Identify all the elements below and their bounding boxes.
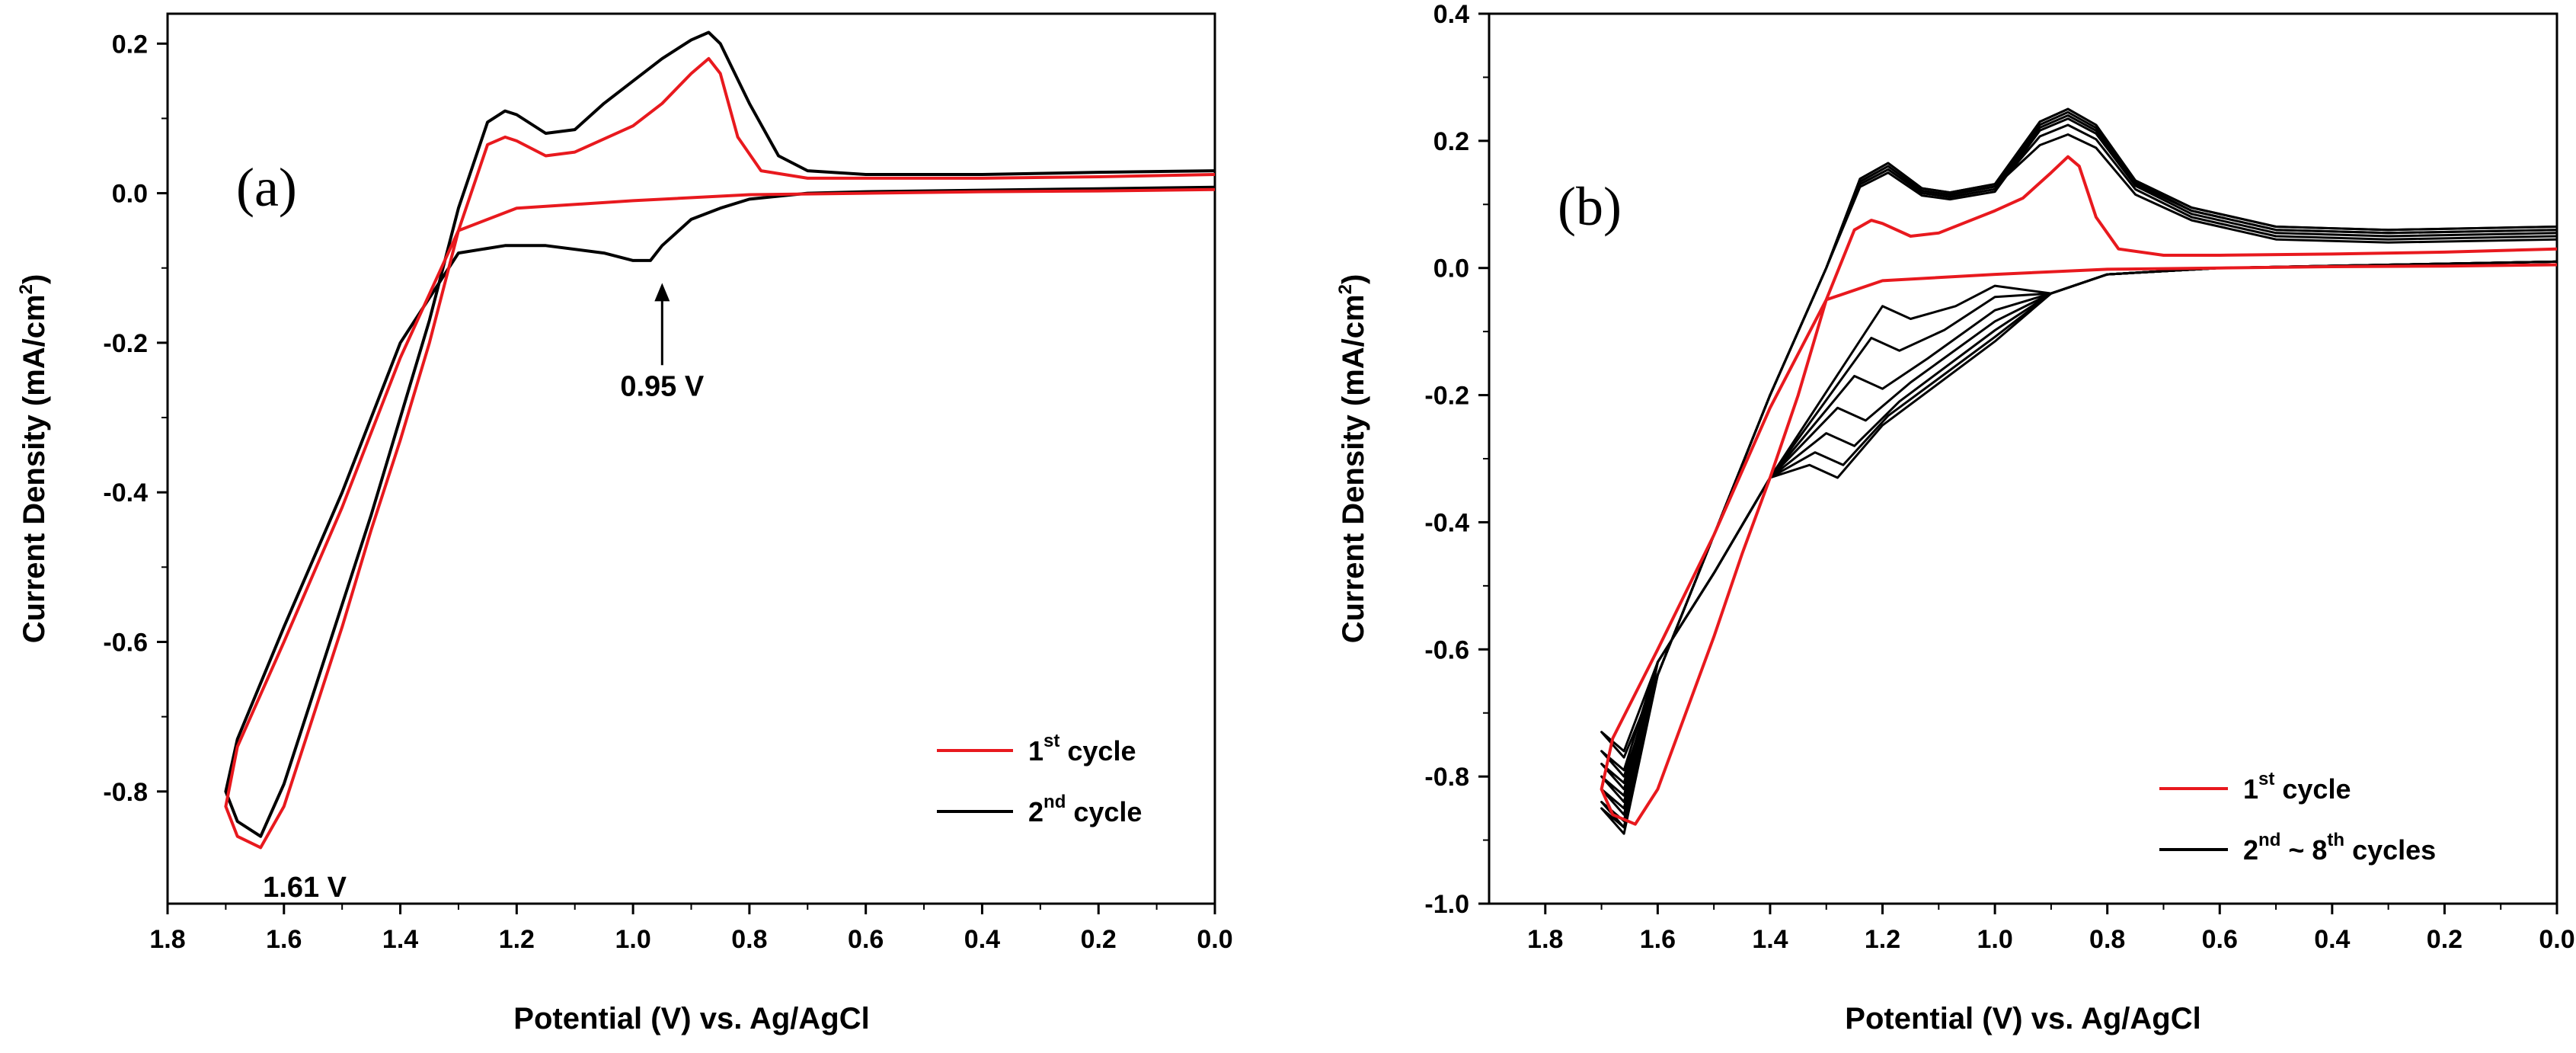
y-tick-label-a-0: 0.2	[112, 30, 148, 59]
series-b-cycle-2-line	[1600, 133, 2558, 759]
x-tick-label-b-5: 0.8	[2089, 925, 2125, 954]
y-tick-label-a-3: -0.4	[103, 478, 148, 507]
panel-b: 0.4 0.2 0.0 -0.2 -0.4 -0.6 -0.8 -1.0 1.8 1.6 1.4 1…	[1335, 0, 2575, 1035]
x-tick-label-b-4: 1.0	[1977, 925, 2012, 954]
svg-text:0.95 V: 0.95 V	[620, 370, 705, 402]
series-b-cycle-3-line	[1600, 123, 2558, 778]
x-tick-label-a-1: 1.6	[266, 925, 302, 954]
y-axis-label-b: Current Density (mA/cm2)	[1335, 274, 1370, 644]
y-tick-label-b-6: -0.8	[1424, 763, 1469, 792]
x-tick-label-a-8: 0.2	[1081, 925, 1117, 954]
series-b-1-line	[1600, 155, 2558, 826]
y-tick-label-b-7: -1.0	[1424, 890, 1469, 919]
legend-a: 1st cycle 2nd cycle	[937, 731, 1142, 827]
y-tick-label-b-4: -0.4	[1424, 508, 1469, 537]
y-tick-label-b-0: 0.4	[1433, 0, 1469, 29]
panel-label-a: (a)	[236, 157, 297, 218]
legend-b-label-1: 1st cycle	[2243, 769, 2351, 805]
x-tick-label-a-7: 0.4	[964, 925, 1000, 954]
y-tick-label-a-4: -0.6	[103, 628, 148, 657]
y-axis-label-a: Current Density (mA/cm2)	[16, 274, 51, 644]
series-a-2-line	[224, 30, 1216, 838]
y-tick-label-b-1: 0.2	[1433, 127, 1469, 156]
x-tick-label-a-4: 1.0	[615, 925, 650, 954]
x-axis-label-b: Potential (V) vs. Ag/AgCl	[1845, 1002, 2200, 1035]
x-tick-label-a-9: 0.0	[1197, 925, 1232, 954]
x-tick-label-b-7: 0.4	[2314, 925, 2350, 954]
legend-a-label-2: 2nd cycle	[1028, 792, 1142, 827]
x-tick-label-b-1: 1.6	[1640, 925, 1676, 954]
y-tick-label-a-2: -0.2	[103, 329, 148, 358]
annotation-1-61v: 1.61 V	[263, 872, 347, 904]
x-tick-label-a-2: 1.4	[382, 925, 418, 954]
x-tick-label-b-6: 0.6	[2202, 925, 2238, 954]
x-tick-label-a-5: 0.8	[731, 925, 767, 954]
y-tick-label-a-5: -0.8	[103, 778, 148, 807]
y-tick-label-b-5: -0.6	[1424, 635, 1469, 664]
legend-b-label-2: 2nd ~ 8th cycles	[2243, 830, 2436, 866]
x-axis-label-a: Potential (V) vs. Ag/AgCl	[513, 1002, 869, 1035]
series-b-cycle-8-line	[1600, 107, 2558, 835]
y-tick-label-b-2: 0.0	[1433, 254, 1469, 283]
legend-b: 1st cycle 2nd ~ 8th cycles	[2159, 769, 2436, 866]
legend-a-label-1: 1st cycle	[1028, 731, 1136, 767]
x-tick-label-b-8: 0.2	[2427, 925, 2463, 954]
panel-label-b: (b)	[1558, 176, 1622, 237]
annotation-0-95v: 0.95 V	[620, 283, 705, 402]
y-tick-label-b-3: -0.2	[1424, 382, 1469, 411]
panel-a: 0.2 0.0 -0.2 -0.4 -0.6 -0.8 1.8 1.6 1.4 1.2 1.0 0.…	[16, 12, 1233, 1035]
series-b-cycle-4-line	[1600, 117, 2558, 791]
plot-area-a	[166, 12, 1216, 905]
x-tick-label-a-3: 1.2	[499, 925, 535, 954]
y-tick-label-a-1: 0.0	[112, 180, 148, 209]
x-tick-label-b-0: 1.8	[1527, 925, 1563, 954]
x-tick-label-b-9: 0.0	[2539, 925, 2574, 954]
x-tick-label-a-0: 1.8	[149, 925, 185, 954]
x-tick-label-b-3: 1.2	[1865, 925, 1900, 954]
series-a-1-line	[224, 56, 1216, 850]
x-tick-label-a-6: 0.6	[848, 925, 884, 954]
x-tick-label-b-2: 1.4	[1752, 925, 1788, 954]
